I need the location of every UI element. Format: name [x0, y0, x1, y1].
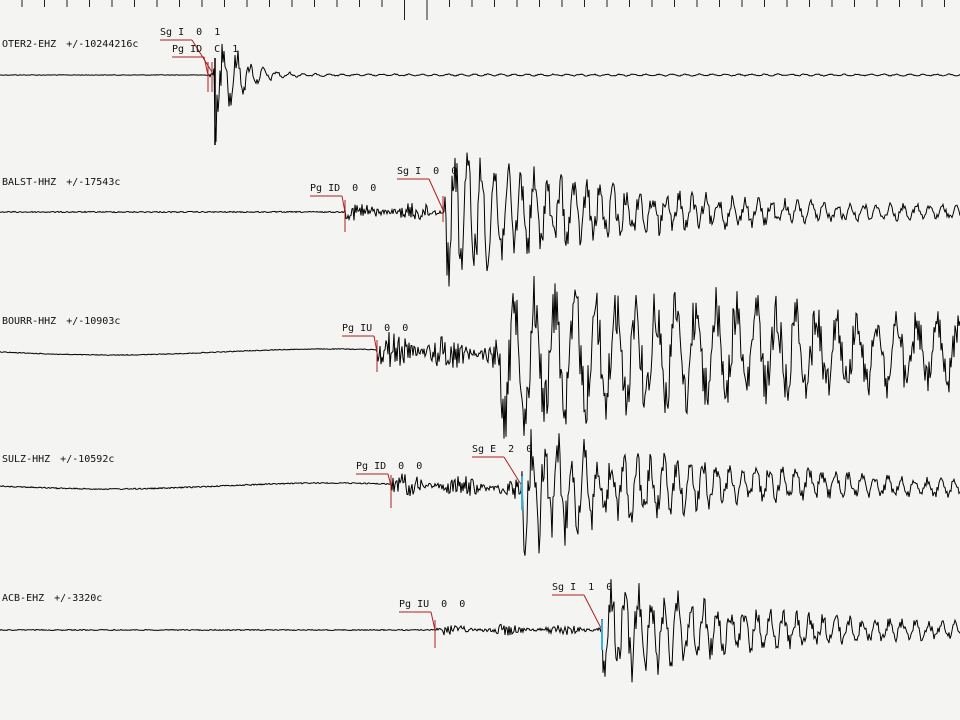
waveform-sulz [0, 429, 960, 556]
pick-markers [160, 39, 603, 650]
pick-marker-sulz-sg [472, 456, 523, 510]
pick-marker-oter2-sg [160, 39, 213, 92]
trace-label-acb: ACB-EHZ +/-3320c [2, 593, 102, 604]
waveform-oter2 [0, 43, 960, 142]
trace-label-bourr: BOURR-HHZ +/-10903c [2, 316, 120, 327]
trace-label-sulz: SULZ-HHZ +/-10592c [2, 454, 114, 465]
pick-label-bourr-pg[interactable]: Pg IU 0 0 [342, 323, 409, 334]
waveform-balst [0, 152, 960, 287]
pick-label-acb-pg[interactable]: Pg IU 0 0 [399, 599, 466, 610]
waveform-acb [0, 579, 960, 683]
pick-marker-oter2-pg [172, 56, 209, 92]
pick-label-balst-pg[interactable]: Pg ID 0 0 [310, 183, 377, 194]
pick-marker-sulz-pg [356, 473, 392, 508]
amplitude-scale: +/-3320c [54, 593, 103, 604]
pick-label-oter2-sg[interactable]: Sg I 0 1 [160, 27, 221, 38]
amplitude-scale: +/-10592c [60, 454, 115, 465]
pick-marker-bourr-pg [342, 335, 378, 372]
pick-marker-acb-sg [552, 594, 603, 650]
trace-label-balst: BALST-HHZ +/-17543c [2, 177, 120, 188]
pick-marker-acb-pg [399, 611, 436, 648]
pick-label-oter2-pg[interactable]: Pg ID C 1 [172, 44, 239, 55]
trace-label-oter2: OTER2-EHZ +/-10244216c [2, 39, 138, 50]
station-name: ACB-EHZ [2, 593, 45, 604]
waveform-bourr [0, 275, 960, 439]
pick-label-sulz-sg[interactable]: Sg E 2 0 [472, 444, 533, 455]
station-name: BALST-HHZ [2, 177, 57, 188]
waveforms [0, 43, 960, 683]
pick-label-balst-sg[interactable]: Sg I 0 0 [397, 166, 458, 177]
station-name: OTER2-EHZ [2, 39, 57, 50]
amplitude-scale: +/-17543c [66, 177, 121, 188]
amplitude-scale: +/-10244216c [66, 39, 139, 50]
station-name: BOURR-HHZ [2, 316, 57, 327]
pick-marker-balst-pg [310, 195, 346, 232]
pick-label-acb-sg[interactable]: Sg I 1 0 [552, 582, 613, 593]
pick-label-sulz-pg[interactable]: Pg ID 0 0 [356, 461, 423, 472]
amplitude-scale: +/-10903c [66, 316, 121, 327]
station-name: SULZ-HHZ [2, 454, 51, 465]
time-axis [21, 0, 945, 20]
pick-marker-balst-sg [397, 178, 444, 222]
